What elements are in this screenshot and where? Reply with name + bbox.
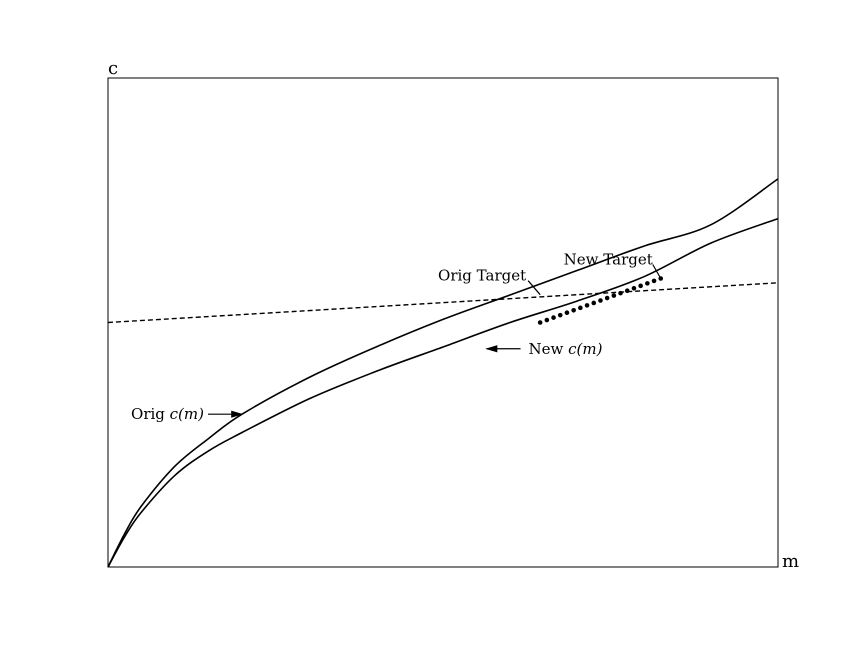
- dot-point: [631, 285, 637, 291]
- new-target-pointer: [652, 264, 662, 279]
- plot-frame: [107, 77, 779, 568]
- series-line-new: [107, 217, 779, 568]
- dot-point: [551, 315, 556, 320]
- x-axis-label: m: [782, 551, 799, 572]
- dot-point: [624, 288, 630, 294]
- dot-point: [618, 290, 623, 296]
- orig-cm-label: Orig c(m): [131, 405, 204, 423]
- dot-point: [638, 283, 643, 289]
- series-line-orig: [107, 178, 779, 568]
- new-cm-label: New c(m): [529, 340, 603, 358]
- dot-point: [544, 317, 550, 323]
- y-axis-label: c: [108, 58, 118, 79]
- dot-point: [564, 310, 570, 316]
- dot-point: [604, 295, 610, 301]
- series-line-dashed: [107, 282, 779, 324]
- dot-point: [651, 278, 657, 284]
- dot-point: [611, 293, 617, 298]
- new-target-label: New Target: [564, 250, 653, 268]
- dot-point: [645, 281, 650, 286]
- dot-point: [578, 305, 583, 311]
- dot-point: [571, 307, 576, 313]
- orig-target-pointer: [527, 280, 541, 296]
- dot-point: [557, 312, 563, 318]
- dot-point: [537, 320, 543, 325]
- dot-point: [598, 298, 603, 303]
- dot-point: [584, 303, 590, 308]
- orig-target-label: Orig Target: [438, 267, 526, 285]
- dot-point: [591, 300, 597, 306]
